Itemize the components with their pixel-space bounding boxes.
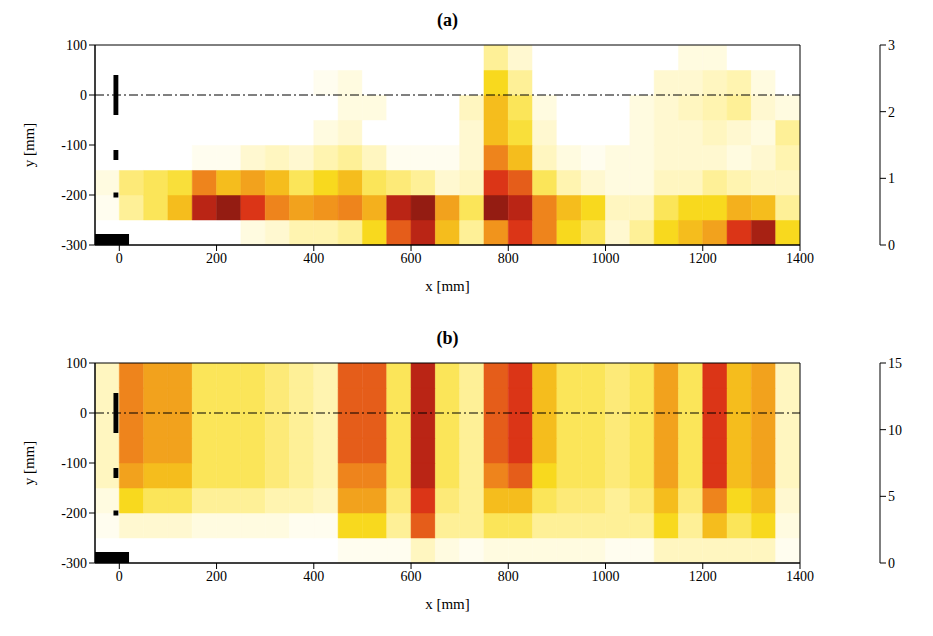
svg-text:y [mm]: y [mm] (21, 123, 37, 168)
svg-text:800: 800 (498, 569, 519, 584)
svg-text:15: 15 (888, 356, 902, 371)
svg-text:3: 3 (888, 38, 895, 53)
svg-text:2: 2 (888, 105, 895, 120)
svg-text:1400: 1400 (786, 569, 814, 584)
svg-text:1400: 1400 (786, 251, 814, 266)
svg-text:-100: -100 (61, 456, 87, 471)
svg-text:400: 400 (303, 569, 324, 584)
svg-text:1: 1 (888, 171, 895, 186)
svg-text:0: 0 (116, 569, 123, 584)
svg-text:400: 400 (303, 251, 324, 266)
svg-text:-300: -300 (61, 556, 87, 571)
svg-text:-300: -300 (61, 238, 87, 253)
svg-text:0: 0 (80, 88, 87, 103)
svg-text:1000: 1000 (592, 569, 620, 584)
svg-text:600: 600 (401, 569, 422, 584)
svg-text:x [mm]: x [mm] (425, 596, 470, 612)
svg-text:1200: 1200 (689, 569, 717, 584)
svg-text:0: 0 (116, 251, 123, 266)
svg-text:0: 0 (888, 556, 895, 571)
svg-text:1200: 1200 (689, 251, 717, 266)
html-text:(a): (a) (437, 10, 458, 30)
svg-text:0: 0 (888, 238, 895, 253)
svg-text:y [mm]: y [mm] (21, 441, 37, 486)
html-text:(b): (b) (436, 328, 459, 348)
svg-text:1000: 1000 (592, 251, 620, 266)
svg-text:600: 600 (401, 251, 422, 266)
svg-text:100: 100 (66, 38, 87, 53)
svg-text:0: 0 (80, 406, 87, 421)
svg-text:-200: -200 (61, 188, 87, 203)
svg-text:800: 800 (498, 251, 519, 266)
svg-text:x [mm]: x [mm] (425, 278, 470, 294)
svg-text:100: 100 (66, 356, 87, 371)
svg-text:-200: -200 (61, 506, 87, 521)
svg-text:-100: -100 (61, 138, 87, 153)
svg-text:200: 200 (206, 251, 227, 266)
svg-text:10: 10 (888, 423, 902, 438)
svg-text:200: 200 (206, 569, 227, 584)
svg-text:5: 5 (888, 489, 895, 504)
